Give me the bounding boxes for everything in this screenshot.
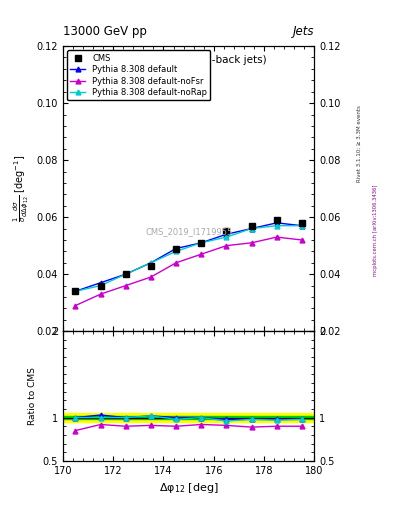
Pythia 8.308 default	[274, 220, 279, 226]
Pythia 8.308 default-noRap	[224, 234, 229, 240]
Pythia 8.308 default-noFsr	[174, 260, 178, 266]
Pythia 8.308 default-noRap	[123, 271, 128, 278]
CMS	[274, 217, 279, 223]
Text: CMS_2019_I1719955: CMS_2019_I1719955	[145, 227, 232, 236]
Pythia 8.308 default-noFsr	[199, 251, 204, 258]
Text: Rivet 3.1.10; ≥ 3.3M events: Rivet 3.1.10; ≥ 3.3M events	[357, 105, 362, 182]
Pythia 8.308 default-noFsr	[123, 283, 128, 289]
Pythia 8.308 default-noRap	[98, 283, 103, 289]
Pythia 8.308 default	[174, 245, 178, 251]
CMS	[149, 263, 153, 269]
CMS	[249, 223, 254, 229]
Pythia 8.308 default	[73, 288, 78, 294]
Y-axis label: Ratio to CMS: Ratio to CMS	[28, 367, 37, 425]
Pythia 8.308 default-noRap	[199, 240, 204, 246]
Pythia 8.308 default	[98, 280, 103, 286]
CMS	[123, 271, 128, 278]
Pythia 8.308 default	[224, 231, 229, 238]
Pythia 8.308 default-noFsr	[73, 303, 78, 309]
Pythia 8.308 default-noRap	[73, 288, 78, 294]
Pythia 8.308 default-noRap	[249, 225, 254, 231]
Line: Pythia 8.308 default: Pythia 8.308 default	[73, 221, 304, 294]
Pythia 8.308 default	[199, 240, 204, 246]
Pythia 8.308 default	[123, 271, 128, 278]
Pythia 8.308 default-noFsr	[299, 237, 304, 243]
CMS	[73, 288, 78, 294]
CMS	[199, 240, 204, 246]
Pythia 8.308 default	[299, 223, 304, 229]
X-axis label: Δφ$_{12}$ [deg]: Δφ$_{12}$ [deg]	[159, 481, 219, 495]
CMS	[224, 228, 229, 234]
Line: CMS: CMS	[72, 217, 305, 294]
Pythia 8.308 default-noRap	[149, 260, 153, 266]
Pythia 8.308 default-noRap	[299, 223, 304, 229]
Pythia 8.308 default-noFsr	[274, 234, 279, 240]
Pythia 8.308 default-noFsr	[249, 240, 254, 246]
Pythia 8.308 default-noFsr	[98, 291, 103, 297]
Text: mcplots.cern.ch [arXiv:1306.3436]: mcplots.cern.ch [arXiv:1306.3436]	[373, 185, 378, 276]
CMS	[299, 220, 304, 226]
Line: Pythia 8.308 default-noRap: Pythia 8.308 default-noRap	[73, 223, 304, 294]
Text: Δφ(jj) (CMS back-to-back jets): Δφ(jj) (CMS back-to-back jets)	[111, 55, 266, 65]
Legend: CMS, Pythia 8.308 default, Pythia 8.308 default-noFsr, Pythia 8.308 default-noRa: CMS, Pythia 8.308 default, Pythia 8.308 …	[67, 50, 210, 100]
Line: Pythia 8.308 default-noFsr: Pythia 8.308 default-noFsr	[73, 234, 304, 308]
Text: 13000 GeV pp: 13000 GeV pp	[63, 26, 147, 38]
Pythia 8.308 default	[149, 260, 153, 266]
Text: Jets: Jets	[293, 26, 314, 38]
Bar	[63, 413, 314, 422]
Y-axis label: $\frac{1}{\sigma}\frac{d\sigma}{d\Delta\phi_{12}}$ [deg$^{-1}$]: $\frac{1}{\sigma}\frac{d\sigma}{d\Delta\…	[12, 155, 31, 222]
Pythia 8.308 default	[249, 225, 254, 231]
Pythia 8.308 default-noRap	[274, 223, 279, 229]
Pythia 8.308 default-noRap	[174, 248, 178, 254]
CMS	[98, 283, 103, 289]
Pythia 8.308 default-noFsr	[224, 243, 229, 249]
Pythia 8.308 default-noFsr	[149, 274, 153, 280]
Bar	[63, 416, 314, 419]
CMS	[174, 245, 178, 251]
